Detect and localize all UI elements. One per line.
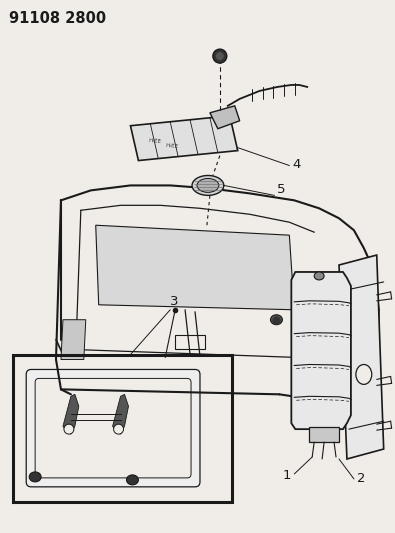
Polygon shape [113,394,128,434]
Ellipse shape [64,424,74,434]
Polygon shape [339,255,384,459]
Ellipse shape [314,272,324,280]
Text: 5: 5 [277,183,286,196]
Text: H-EE: H-EE [165,142,179,149]
Polygon shape [130,116,238,160]
Text: 91108 2800: 91108 2800 [9,11,107,26]
Ellipse shape [114,424,124,434]
Polygon shape [210,106,240,129]
Ellipse shape [356,365,372,384]
Text: H-EE: H-EE [149,138,162,144]
Text: 4: 4 [292,158,301,171]
FancyBboxPatch shape [26,369,200,487]
Polygon shape [61,320,86,360]
Ellipse shape [213,49,227,63]
Text: 1: 1 [282,469,291,482]
Ellipse shape [216,52,224,60]
Ellipse shape [271,315,282,325]
FancyBboxPatch shape [35,378,191,478]
Text: 2: 2 [357,472,365,485]
Polygon shape [96,225,294,310]
Ellipse shape [126,475,138,485]
Ellipse shape [197,179,219,192]
Ellipse shape [29,472,41,482]
Bar [13,354,232,502]
Polygon shape [63,394,79,434]
Bar [309,427,339,442]
Text: 3: 3 [170,295,179,308]
Polygon shape [292,272,351,429]
Bar [175,335,205,349]
Ellipse shape [192,175,224,196]
